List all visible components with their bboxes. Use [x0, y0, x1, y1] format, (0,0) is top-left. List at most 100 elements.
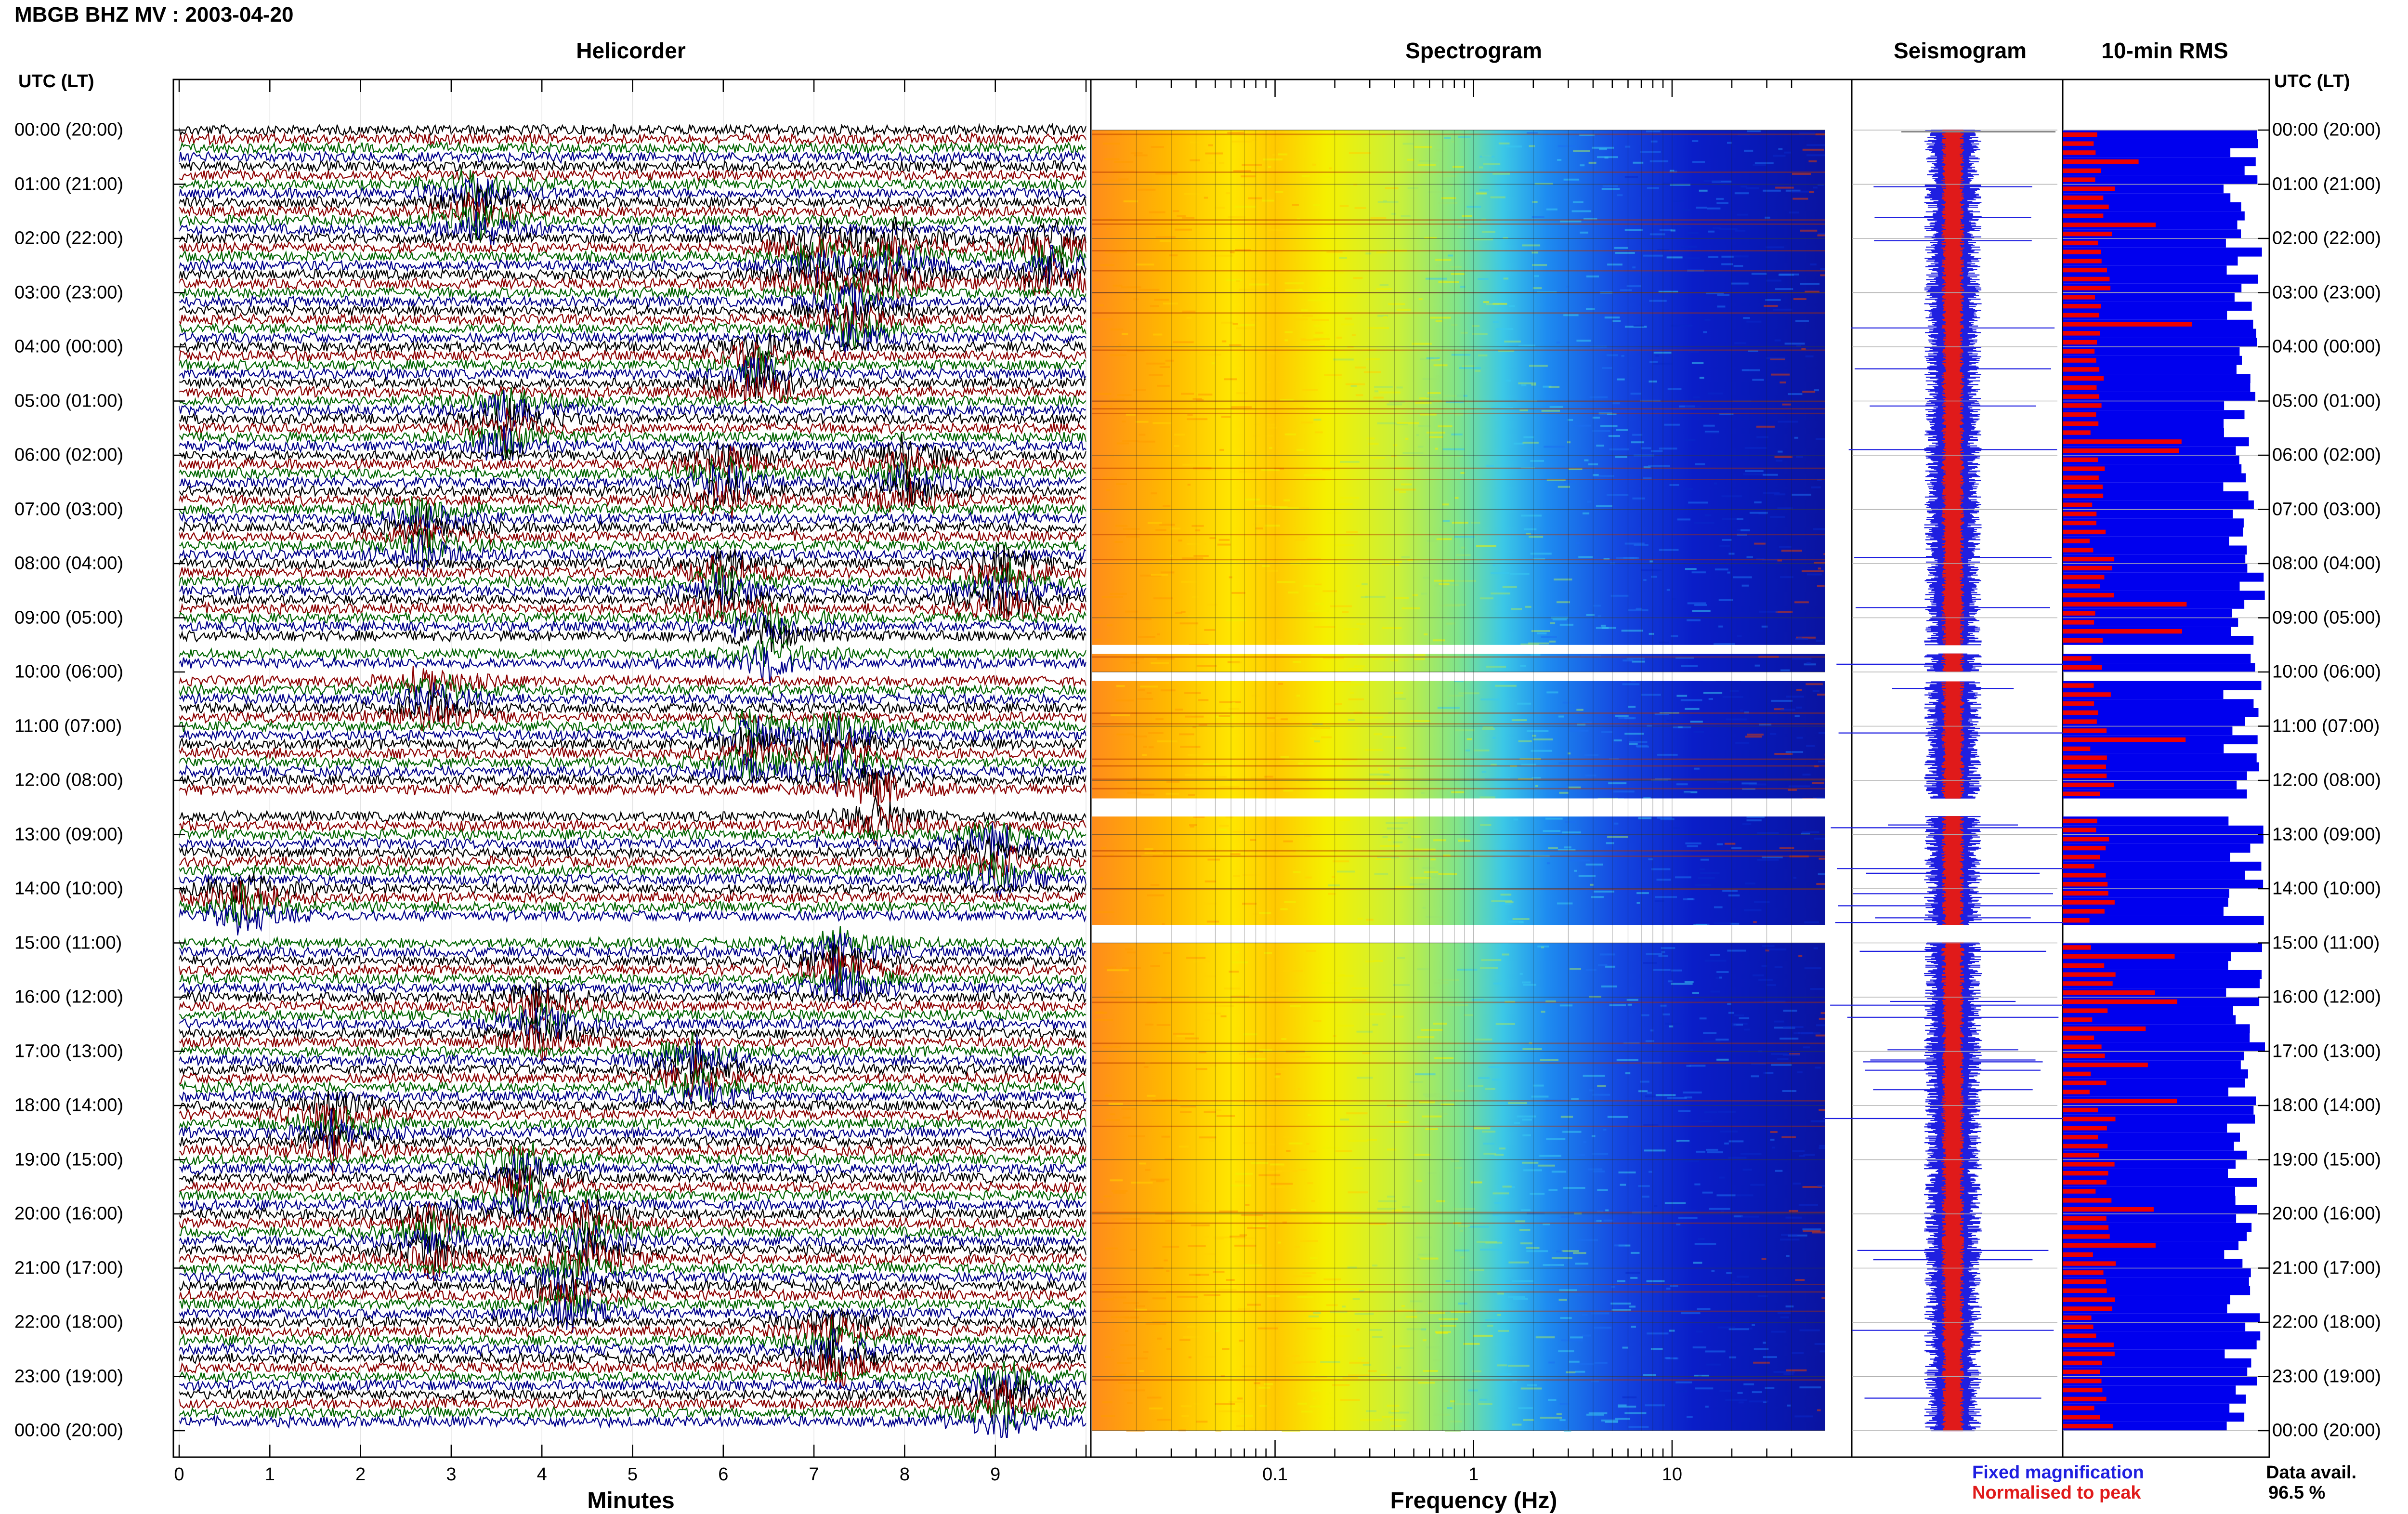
spectrogram-cell [1754, 901, 1770, 903]
spectrogram-cell [1195, 1274, 1201, 1276]
spectrogram-cell [1109, 398, 1125, 401]
row-label-right: 09:00 (05:00) [2272, 607, 2382, 628]
rms-bar-fixed [2063, 1331, 2261, 1341]
spectrogram-cell [1531, 251, 1539, 254]
rms-bar-normalised [2063, 746, 2091, 751]
rms-bar-normalised [2063, 448, 2179, 453]
spectrogram-event-streak [1092, 559, 1825, 561]
spectrogram-cell [1727, 1003, 1731, 1005]
spectrogram-event-streak [1092, 412, 1825, 414]
spectrogram-cell [1275, 1073, 1281, 1075]
spectrogram-cell [1729, 1356, 1737, 1358]
rms-bar-normalised [2063, 322, 2192, 327]
spectrogram-cell [1577, 724, 1586, 726]
spectrogram-cell [1645, 1404, 1665, 1407]
spectrogram-cell [1184, 692, 1201, 694]
spectrogram-cell [1111, 1316, 1129, 1318]
spectrogram-cell [1339, 205, 1349, 207]
row-label-right: 23:00 (19:00) [2272, 1366, 2382, 1386]
spectrogram-cell [1785, 1305, 1794, 1308]
spectrogram-cell [1355, 394, 1363, 396]
spectrogram-cell [1703, 424, 1715, 427]
spectrogram-cell [1264, 418, 1271, 420]
rms-bar-fixed [2063, 581, 2240, 591]
spectrogram-cell [1242, 902, 1257, 905]
spectrogram-cell [1519, 409, 1528, 411]
spectrogram-cell [1445, 401, 1464, 403]
spectrogram-cell [1179, 733, 1194, 736]
spectrogram-cell [1559, 1289, 1577, 1291]
spectrogram-cell [1231, 961, 1248, 963]
spectrogram-cell [1699, 1017, 1707, 1020]
spectrogram-cell [1531, 777, 1541, 779]
spectrogram-cell [1407, 187, 1419, 189]
spectrogram-cell [1685, 439, 1696, 441]
spectrogram-cell [1441, 197, 1456, 199]
spectrogram-cell [1407, 158, 1414, 161]
spectrogram-cell [1234, 1244, 1256, 1247]
spectrogram-cell [1244, 1101, 1263, 1103]
spectrogram-event-streak [1092, 723, 1825, 725]
spectrogram-cell [1654, 900, 1664, 902]
spectrogram-cell [1624, 542, 1645, 545]
spectrogram-cell [1780, 382, 1786, 383]
spectrogram-cell [1480, 1249, 1501, 1251]
rms-bar-normalised [2063, 1261, 2116, 1266]
spectrogram-cell [1350, 692, 1354, 694]
spectrogram-cell [1179, 622, 1199, 625]
spectrogram-cell [1439, 583, 1450, 585]
rms-bar-normalised [2063, 231, 2112, 237]
spectrogram-cell [1649, 160, 1669, 162]
spectrogram-cell [1659, 229, 1673, 231]
spectrogram-cell [1130, 1316, 1139, 1318]
spectrogram-cell [1737, 213, 1748, 216]
spectrogram-cell [1209, 725, 1221, 728]
spectrogram-cell [1175, 612, 1182, 614]
spectrogram-cell [1289, 989, 1299, 992]
spectrogram-cell [1188, 239, 1192, 241]
spectrogram-cell [1545, 1099, 1568, 1102]
rms-bar-normalised [2063, 882, 2108, 887]
rms-bar-normalised [2063, 782, 2114, 788]
spectrogram-cell [1746, 816, 1765, 818]
spectrogram-cell [1270, 1183, 1293, 1185]
spectrogram-cell [1342, 1305, 1346, 1308]
spectrogram-cell [1508, 921, 1523, 923]
spectrogram-cell [1825, 985, 1836, 987]
spectrogram-cell [1707, 1151, 1723, 1154]
spectrogram-cell [1389, 1121, 1408, 1123]
spectrogram-cell [1098, 1201, 1103, 1203]
spectrogram-cell [1366, 1013, 1386, 1015]
spectrogram-cell [1454, 1167, 1463, 1169]
spectrogram-cell [1187, 484, 1191, 486]
row-label-left: 16:00 (12:00) [14, 987, 124, 1007]
rms-bar-normalised [2063, 303, 2101, 309]
spectrogram-event-streak [1092, 171, 1825, 173]
spectrogram-cell [1730, 922, 1740, 925]
spectrogram-cell [1707, 392, 1723, 395]
spectrogram-cell [1268, 229, 1284, 231]
spectrogram-cell [1390, 1419, 1407, 1422]
spectrogram-cell [1256, 785, 1267, 788]
spectrogram-event-streak [1092, 1379, 1825, 1381]
spectrogram-cell [1766, 984, 1776, 987]
rms-bar-fixed [2063, 518, 2244, 528]
spectrogram-cell [1643, 579, 1647, 581]
spectrogram-cell [1622, 1346, 1628, 1349]
spectrogram-cell [1631, 1326, 1636, 1328]
spectrogram-cell [1204, 354, 1221, 356]
spectrogram-cell [1123, 528, 1140, 530]
spectrogram-cell [1284, 433, 1296, 435]
spectrogram-cell [1688, 232, 1699, 234]
rms-bar-normalised [2063, 286, 2111, 290]
spectrogram-cell [1486, 666, 1506, 668]
rms-bar-normalised [2063, 1406, 2094, 1410]
spectrogram-cell [1472, 1370, 1482, 1372]
spectrogram-cell [1518, 778, 1533, 780]
spectrogram-cell [1676, 1043, 1688, 1045]
spectrogram-cell [1235, 1181, 1244, 1183]
spectrogram-cell [1320, 1064, 1326, 1066]
spectrogram-cell [1684, 1096, 1692, 1099]
spectrogram-cell [1382, 135, 1386, 138]
spectrogram-cell [1258, 1386, 1270, 1389]
